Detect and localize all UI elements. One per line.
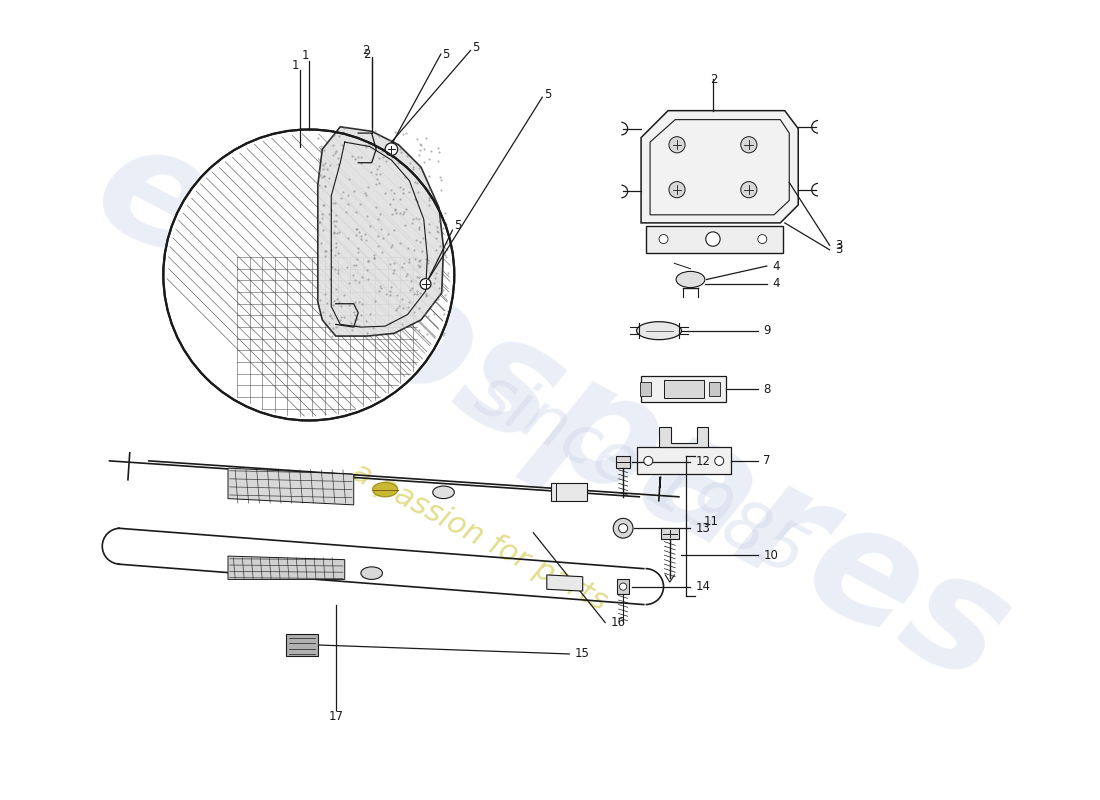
Polygon shape bbox=[710, 382, 720, 396]
Text: 5: 5 bbox=[472, 42, 480, 54]
Circle shape bbox=[618, 524, 628, 533]
Polygon shape bbox=[551, 483, 587, 502]
Polygon shape bbox=[228, 556, 344, 579]
Circle shape bbox=[644, 456, 652, 466]
Polygon shape bbox=[641, 110, 799, 223]
Text: 10: 10 bbox=[763, 549, 778, 562]
Circle shape bbox=[613, 518, 632, 538]
Text: 1: 1 bbox=[301, 50, 309, 62]
Text: 15: 15 bbox=[574, 647, 590, 661]
Text: since 1985: since 1985 bbox=[465, 360, 817, 589]
Text: 9: 9 bbox=[763, 324, 771, 337]
Text: 4: 4 bbox=[772, 278, 780, 290]
Circle shape bbox=[163, 130, 454, 421]
Text: 5: 5 bbox=[544, 88, 551, 101]
Text: 2: 2 bbox=[362, 44, 370, 57]
Circle shape bbox=[659, 234, 668, 243]
Circle shape bbox=[385, 143, 398, 155]
Text: 4: 4 bbox=[772, 259, 780, 273]
Polygon shape bbox=[286, 634, 318, 656]
Text: 2: 2 bbox=[363, 47, 371, 61]
Text: 5: 5 bbox=[454, 219, 462, 232]
Polygon shape bbox=[659, 426, 708, 447]
Text: 3: 3 bbox=[835, 243, 843, 256]
Ellipse shape bbox=[676, 271, 705, 287]
Ellipse shape bbox=[361, 567, 383, 579]
Circle shape bbox=[715, 456, 724, 466]
Polygon shape bbox=[641, 377, 726, 402]
Polygon shape bbox=[661, 528, 679, 539]
Text: 17: 17 bbox=[328, 710, 343, 723]
Circle shape bbox=[619, 583, 627, 590]
Polygon shape bbox=[547, 575, 583, 591]
Polygon shape bbox=[663, 380, 704, 398]
Polygon shape bbox=[640, 382, 651, 396]
Circle shape bbox=[740, 137, 757, 153]
Text: 5: 5 bbox=[442, 47, 450, 61]
Text: a passion for parts: a passion for parts bbox=[346, 458, 612, 617]
Ellipse shape bbox=[432, 486, 454, 498]
Text: 3: 3 bbox=[835, 239, 843, 252]
Polygon shape bbox=[646, 226, 783, 253]
Text: 16: 16 bbox=[610, 616, 626, 629]
Circle shape bbox=[669, 182, 685, 198]
Text: 8: 8 bbox=[763, 382, 771, 395]
Ellipse shape bbox=[637, 322, 682, 340]
Circle shape bbox=[740, 182, 757, 198]
Text: 12: 12 bbox=[696, 455, 711, 468]
Polygon shape bbox=[110, 459, 679, 498]
Polygon shape bbox=[637, 447, 730, 474]
Text: 11: 11 bbox=[704, 515, 719, 528]
Polygon shape bbox=[228, 468, 354, 505]
Polygon shape bbox=[102, 545, 663, 588]
Ellipse shape bbox=[373, 482, 398, 497]
Text: 1: 1 bbox=[292, 59, 299, 72]
Polygon shape bbox=[318, 127, 443, 336]
Text: 7: 7 bbox=[763, 454, 771, 467]
Text: 2: 2 bbox=[710, 73, 717, 86]
Text: eurospares: eurospares bbox=[69, 106, 1034, 717]
Circle shape bbox=[420, 278, 431, 290]
Circle shape bbox=[706, 232, 721, 246]
Text: 13: 13 bbox=[696, 522, 711, 534]
Polygon shape bbox=[616, 456, 630, 468]
Polygon shape bbox=[617, 579, 629, 594]
Text: 14: 14 bbox=[696, 580, 711, 593]
Circle shape bbox=[669, 137, 685, 153]
Circle shape bbox=[758, 234, 767, 243]
